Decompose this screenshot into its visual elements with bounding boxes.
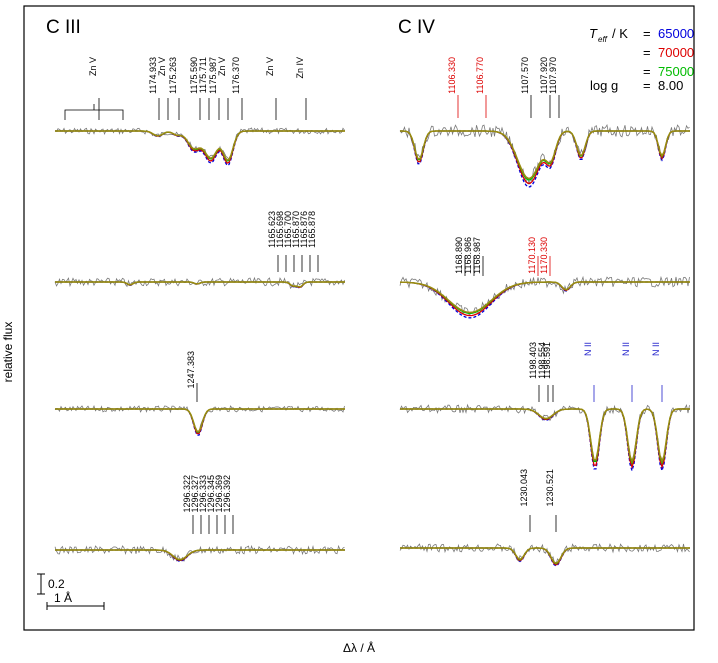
model-spectrum-envelope-0-2 <box>55 408 345 432</box>
line-label-c3-r0-6: 1175.987 <box>208 57 218 94</box>
model-spectrum-75000-1-2 <box>400 408 690 465</box>
panel-title-c4: C IV <box>398 17 435 38</box>
line-label-c3-r3-5: 1296.392 <box>222 475 232 513</box>
model-spectrum-envelope-1-3 <box>400 547 690 565</box>
line-label-c3-r0-8: 1176.370 <box>231 57 241 94</box>
line-label-c3-r0-7: Zn V <box>217 57 227 76</box>
legend-eq-0: = <box>643 26 651 41</box>
line-label-c4-r2-3: N II <box>583 342 593 356</box>
legend-value-2: 75000 <box>658 64 694 79</box>
line-label-c3-r1-1: 1165.698 <box>275 211 285 248</box>
line-label-c4-r3-0: 1230.043 <box>519 469 529 507</box>
line-label-c4-r1-4: 1170.330 <box>539 237 549 274</box>
legend-teff-label: T <box>589 26 598 41</box>
legend-eq-1: = <box>643 45 651 60</box>
line-label-c4-r3-1: 1230.521 <box>545 469 555 507</box>
line-label-c3-r3-3: 1296.345 <box>206 475 216 513</box>
wavelength-scale-bar: 1 Å <box>46 590 105 610</box>
observed-spectrum-1-0 <box>399 124 690 186</box>
spectra-layer <box>54 124 690 567</box>
flux-scale-bar: 0.2 <box>37 573 65 595</box>
line-label-c3-r1-4: 1165.876 <box>299 211 309 248</box>
observed-spectrum-0-3 <box>54 544 345 562</box>
model-spectrum-70000-1-1 <box>399 281 690 317</box>
line-label-c3-r2-0: 1247.383 <box>186 351 196 389</box>
znv-bracket <box>64 104 124 120</box>
model-spectrum-75000-0-0 <box>55 130 345 162</box>
line-label-c3-r0-5: 1175.711 <box>198 57 208 93</box>
line-label-c3-r0-4: 1175.590 <box>189 57 199 94</box>
line-label-c3-r1-3: 1165.870 <box>291 211 301 248</box>
line-label-c3-r0-0: Zn V <box>88 57 98 76</box>
line-label-c3-r0-1: 1174.933 <box>148 57 158 94</box>
line-label-c3-r3-4: 1296.369 <box>214 475 224 513</box>
model-spectrum-envelope-0-3 <box>55 549 345 561</box>
model-spectrum-envelope-0-0 <box>55 130 345 162</box>
model-spectrum-envelope-1-1 <box>399 281 690 314</box>
panel-title-c3: C III <box>46 17 81 38</box>
legend-teff-sub: eff <box>598 35 608 44</box>
legend-logg-eq: = <box>643 78 651 93</box>
line-label-c4-r2-5: N II <box>651 342 661 356</box>
line-label-c3-r3-2: 1296.333 <box>198 475 208 513</box>
plot-frame <box>23 5 695 631</box>
flux-scale-label: 0.2 <box>48 577 65 591</box>
legend-teff-rest: / K <box>612 26 628 41</box>
line-label-c4-r1-1: 1168.986 <box>463 237 473 274</box>
line-label-c4-r0-3: 1107.920 <box>539 57 549 94</box>
legend-value-0: 65000 <box>658 26 694 41</box>
legend-value-1: 70000 <box>658 45 694 60</box>
line-label-c3-r3-1: 1296.327 <box>190 475 200 513</box>
model-spectrum-65000-1-3 <box>400 547 690 567</box>
model-spectrum-70000-1-3 <box>400 547 690 566</box>
model-spectrum-75000-1-3 <box>400 547 690 565</box>
line-label-c3-r1-5: 1165.878 <box>307 211 317 248</box>
line-label-c4-r1-2: 1168.987 <box>472 237 482 274</box>
line-label-c4-r0-4: 1107.970 <box>548 57 558 94</box>
model-spectrum-65000-1-1 <box>400 281 690 319</box>
legend-logg-value: 8.00 <box>658 78 683 93</box>
model-spectrum-envelope-0-1 <box>55 281 345 288</box>
line-annotations: Zn V 1174.933 Zn V 1175.263 1175.590 1175.711… <box>64 57 663 534</box>
line-label-c3-r0-3: 1175.263 <box>168 57 178 94</box>
model-spectrum-70000-0-0 <box>55 130 345 164</box>
line-label-c3-r3-0: 1296.322 <box>182 475 192 513</box>
model-spectrum-envelope-1-0 <box>400 130 690 180</box>
line-label-c4-r1-3: 1170.130 <box>527 237 537 274</box>
line-label-c4-r0-2: 1107.570 <box>520 57 530 94</box>
observed-spectrum-0-0 <box>54 127 345 161</box>
legend-eq-2: = <box>643 64 651 79</box>
observed-spectrum-1-3 <box>399 543 690 565</box>
observed-spectrum-1-2 <box>399 403 690 464</box>
model-spectrum-75000-1-0 <box>400 130 690 181</box>
line-label-c4-r2-2: 1198.591 <box>542 342 552 379</box>
line-label-c4-r2-0: 1198.403 <box>528 342 538 379</box>
line-label-c3-r0-2: Zn V <box>157 57 167 76</box>
legend-logg-label: log g <box>590 78 618 93</box>
line-label-c4-r0-0: 1106.330 <box>447 57 457 94</box>
line-label-c3-r1-2: 1165.700 <box>283 211 293 248</box>
wavelength-scale-label: 1 Å <box>54 590 72 605</box>
y-axis-label: relative flux <box>1 322 15 383</box>
line-label-c3-r1-0: 1165.623 <box>267 211 277 248</box>
legend: T eff / K = 65000 = 70000 = 75000 log g … <box>589 26 694 93</box>
line-label-c4-r2-1: 1198.554 <box>537 342 547 379</box>
line-label-c4-r2-4: N II <box>621 342 631 356</box>
x-axis-label: Δλ / Å <box>343 640 375 655</box>
line-label-c3-r0-9: Zn V <box>265 57 275 76</box>
line-label-c3-r0-10: Zn IV <box>295 57 305 79</box>
line-label-c4-r0-1: 1106.770 <box>475 57 485 94</box>
model-spectrum-70000-1-0 <box>400 130 690 184</box>
line-label-c4-r1-0: 1168.890 <box>454 237 464 274</box>
model-spectrum-envelope-1-2 <box>400 408 690 464</box>
